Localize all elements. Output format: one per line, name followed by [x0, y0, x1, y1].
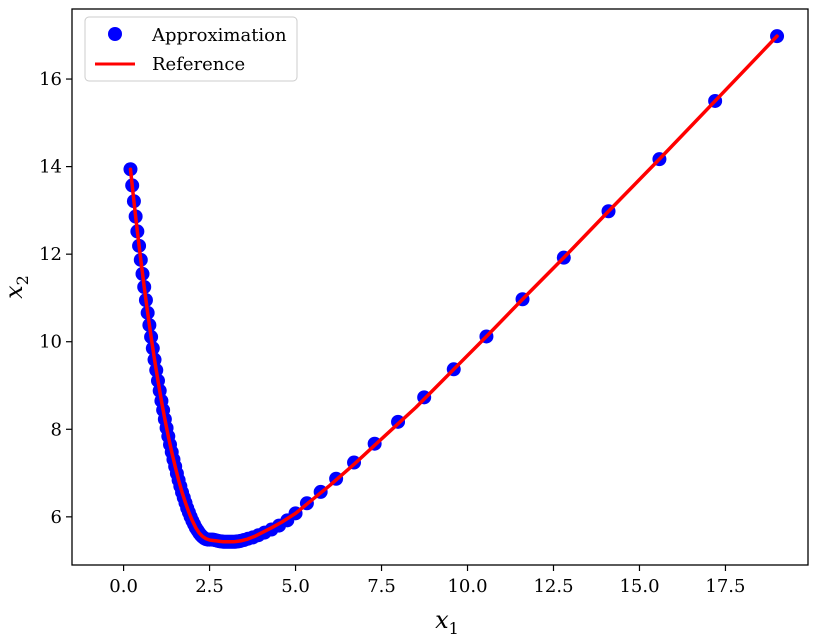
y-tick-label: 12: [39, 244, 62, 265]
x-axis-label-subscript: 1: [449, 619, 459, 638]
x-tick-label: 7.5: [367, 576, 396, 597]
x-tick-label: 2.5: [195, 576, 224, 597]
y-tick-label: 16: [39, 69, 62, 90]
y-tick-label: 6: [51, 507, 62, 528]
y-axis-label: x2: [0, 275, 32, 299]
x-tick-label: 17.5: [705, 576, 745, 597]
y-axis-label-subscript: 2: [13, 275, 32, 285]
y-tick-label: 14: [39, 157, 62, 178]
x-tick-label: 5.0: [281, 576, 310, 597]
legend: Approximation Reference: [84, 16, 298, 82]
y-tick-label: 8: [51, 419, 62, 440]
x-axis-label: x1: [435, 606, 459, 638]
reference-line: [128, 34, 779, 544]
y-axis-label-main: x: [0, 285, 28, 299]
plot-frame: [71, 8, 809, 566]
legend-approximation-marker: [108, 27, 122, 41]
x-tick-label: 10.0: [447, 576, 487, 597]
x-tick-label: 15.0: [619, 576, 659, 597]
x-tick-label: 12.5: [533, 576, 573, 597]
legend-approximation-label: Approximation: [151, 25, 287, 46]
legend-reference-label: Reference: [152, 54, 245, 75]
legend-box: [84, 16, 298, 82]
x-axis-label-main: x: [435, 606, 449, 634]
plot-marks: [123, 29, 785, 549]
y-tick-label: 10: [39, 332, 62, 353]
x-tick-label: 0.0: [109, 576, 138, 597]
axis-ticks: 0.0 2.5 5.0 7.5 10.0 12.5 15.0 17.5 6 8 10 12 14 16: [39, 69, 745, 597]
